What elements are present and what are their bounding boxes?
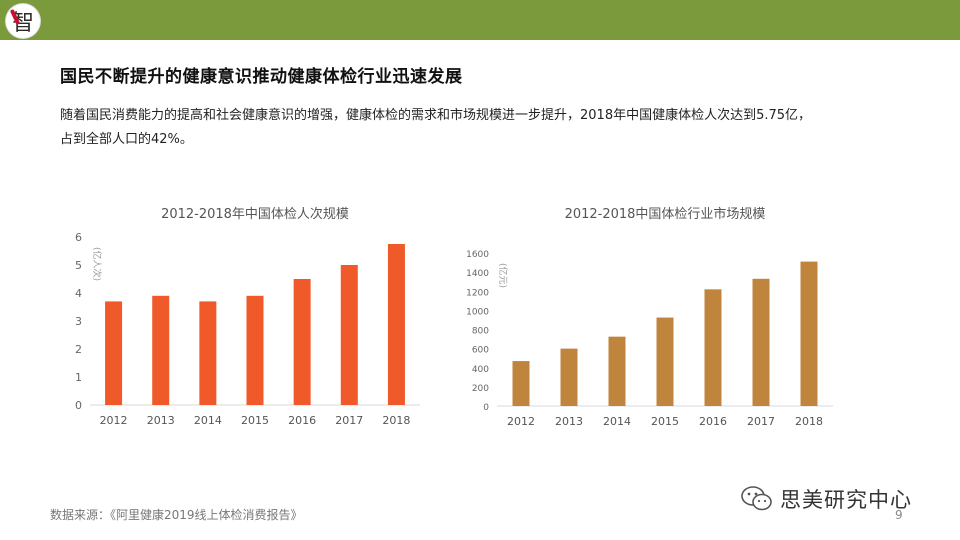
bar-2013 xyxy=(152,295,170,405)
x-tick-label: 2016 xyxy=(699,415,727,428)
chart-market-svg: 2012-2018中国体检行业市场规模 (亿元) 0 200 400 600 800 1000… xyxy=(466,206,833,428)
x-tick-label: 2012 xyxy=(100,414,128,427)
y-axis-unit: (亿元) xyxy=(497,263,509,288)
x-tick-label: 2015 xyxy=(241,414,269,427)
chart-title: 2012-2018年中国体检人次规模 xyxy=(161,206,349,222)
page-description: 随着国民消费能力的提高和社会健康意识的增强，健康体检的需求和市场规模进一步提升，… xyxy=(60,108,812,147)
y-tick-label: 1000 xyxy=(466,307,489,317)
data-source: 数据来源：《阿里健康2019线上体检消费报告》 xyxy=(50,508,303,522)
bar-2015 xyxy=(656,317,674,406)
y-tick-label: 1200 xyxy=(466,288,489,298)
bar-2016 xyxy=(704,289,722,406)
bar-2017 xyxy=(752,278,770,406)
y-tick-label: 1600 xyxy=(466,250,489,260)
y-tick-label: 0 xyxy=(75,399,82,412)
bar-2018 xyxy=(800,261,818,406)
y-tick-label: 200 xyxy=(472,384,489,394)
y-tick-label: 4 xyxy=(75,287,82,300)
page-title: 国民不断提升的健康意识推动健康体检行业迅速发展 xyxy=(60,67,463,87)
x-tick-label: 2017 xyxy=(747,415,775,428)
x-tick-label: 2018 xyxy=(382,414,410,427)
x-tick-label: 2013 xyxy=(147,414,175,427)
x-tick-label: 2012 xyxy=(507,415,535,428)
y-tick-label: 6 xyxy=(75,231,82,244)
bar-2017 xyxy=(340,265,358,405)
x-tick-label: 2013 xyxy=(555,415,583,428)
bar-2015 xyxy=(246,295,264,405)
brand-logo: 智 xyxy=(6,4,40,38)
bar-2012 xyxy=(512,361,530,406)
chart-market: 2012-2018中国体检行业市场规模 (亿元) 0 200 400 600 800 1000… xyxy=(466,190,850,440)
y-tick-label: 400 xyxy=(472,365,489,375)
wechat-icon xyxy=(741,486,772,511)
x-tick-label: 2014 xyxy=(194,414,222,427)
page-number: 9 xyxy=(895,508,903,522)
y-tick-label: 3 xyxy=(75,315,82,328)
chart-visits: 2012-2018年中国体检人次规模 (亿人次) 0 1 2 3 4 5 6 2012 2013 20… xyxy=(60,190,440,440)
y-tick-label: 600 xyxy=(472,346,489,356)
bar-2018 xyxy=(387,244,405,405)
y-axis-unit: (亿人次) xyxy=(91,247,103,281)
y-tick-label: 5 xyxy=(75,259,82,272)
x-tick-label: 2014 xyxy=(603,415,631,428)
chart-visits-svg: 2012-2018年中国体检人次规模 (亿人次) 0 1 2 3 4 5 6 2012 2013 20… xyxy=(75,206,420,427)
bar-2016 xyxy=(293,279,311,405)
x-tick-label: 2015 xyxy=(651,415,679,428)
y-tick-label: 2 xyxy=(75,343,82,356)
chart-title: 2012-2018中国体检行业市场规模 xyxy=(565,206,766,222)
header-bar xyxy=(0,0,960,40)
bar-2013 xyxy=(560,348,578,406)
wechat-name: 思美研究中心 xyxy=(780,488,912,512)
wechat-account: 思美研究中心 xyxy=(740,484,912,514)
y-tick-label: 800 xyxy=(472,327,489,337)
x-tick-label: 2018 xyxy=(795,415,823,428)
x-tick-label: 2016 xyxy=(288,414,316,427)
bar-2012 xyxy=(105,301,123,405)
bar-2014 xyxy=(608,336,626,406)
y-tick-label: 1400 xyxy=(466,269,489,279)
y-tick-label: 1 xyxy=(75,371,82,384)
x-tick-label: 2017 xyxy=(335,414,363,427)
bar-2014 xyxy=(199,301,217,405)
y-tick-label: 0 xyxy=(483,403,489,413)
